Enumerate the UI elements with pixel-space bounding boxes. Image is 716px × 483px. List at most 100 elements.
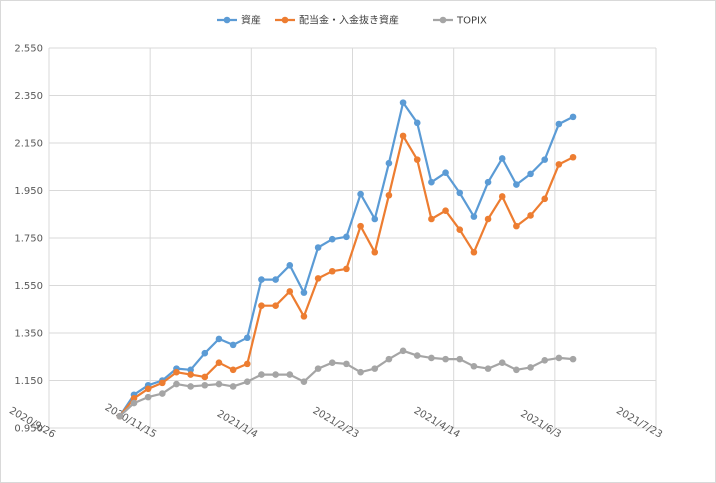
data-point xyxy=(470,248,478,256)
legend-marker xyxy=(223,16,231,24)
legend-label: TOPIX xyxy=(456,16,487,27)
data-point xyxy=(569,113,577,121)
y-tick-label: 1.150 xyxy=(14,376,43,387)
data-point xyxy=(258,371,265,378)
data-point xyxy=(484,178,492,186)
data-point xyxy=(470,213,478,220)
data-point xyxy=(399,347,407,355)
y-tick-label: 2.550 xyxy=(14,44,43,55)
data-point xyxy=(371,215,379,223)
data-point xyxy=(272,276,279,283)
data-point xyxy=(328,235,336,243)
gridlines xyxy=(48,47,657,429)
axis-labels: 2.550 2.350 2.150 1.950 1.750 1.550 1.350 1.150… xyxy=(7,44,664,441)
data-point xyxy=(413,156,421,163)
data-point xyxy=(343,265,350,273)
data-point xyxy=(159,379,166,387)
data-point xyxy=(428,178,435,186)
data-point xyxy=(215,380,223,388)
data-point xyxy=(484,365,492,372)
data-point xyxy=(527,170,534,178)
data-point xyxy=(130,399,138,407)
y-tick-label: 1.350 xyxy=(14,329,43,340)
x-tick-label: 2021/1/4 xyxy=(215,409,259,441)
data-point xyxy=(513,222,520,230)
data-point xyxy=(314,275,322,282)
legend-item-1: 資産 xyxy=(217,14,261,27)
data-point xyxy=(328,359,336,366)
data-point xyxy=(385,191,393,199)
data-point xyxy=(513,181,520,188)
data-point xyxy=(215,335,223,343)
data-point xyxy=(527,364,534,371)
data-point xyxy=(399,132,407,140)
data-point xyxy=(300,289,308,296)
data-point xyxy=(201,349,209,357)
data-point xyxy=(470,362,478,370)
data-point xyxy=(300,378,308,385)
data-point xyxy=(229,341,237,349)
data-point xyxy=(442,169,449,176)
data-point xyxy=(498,193,506,200)
data-point xyxy=(328,267,336,275)
data-point xyxy=(413,119,421,127)
series-layer xyxy=(116,99,577,420)
data-point xyxy=(456,355,464,363)
data-point xyxy=(187,371,194,378)
x-tick-label: 2021/2/23 xyxy=(311,405,361,440)
data-point xyxy=(286,262,294,269)
data-point xyxy=(357,190,364,198)
legend-label: 配当金・入金抜き資産 xyxy=(299,14,399,27)
legend-marker xyxy=(439,16,447,24)
data-point xyxy=(527,212,534,219)
data-point xyxy=(569,153,577,161)
x-tick-label: 2021/6/3 xyxy=(518,409,562,441)
y-tick-label: 0.950 xyxy=(14,424,43,435)
data-point xyxy=(541,195,549,203)
data-point xyxy=(173,368,180,376)
data-point xyxy=(314,244,322,251)
legend-marker xyxy=(281,16,289,24)
data-point xyxy=(144,393,152,401)
data-point xyxy=(555,354,563,362)
data-point xyxy=(343,233,350,241)
data-point xyxy=(371,248,379,256)
data-point xyxy=(229,366,237,374)
data-point xyxy=(456,226,464,233)
data-point xyxy=(399,99,407,106)
legend-item-3: TOPIX xyxy=(433,16,487,27)
legend-item-2: 配当金・入金抜き資産 xyxy=(275,14,399,27)
data-point xyxy=(116,412,124,420)
data-point xyxy=(442,355,449,363)
data-point xyxy=(555,120,563,128)
data-point xyxy=(442,207,449,214)
data-point xyxy=(513,366,520,374)
data-point xyxy=(243,334,251,342)
y-tick-label: 1.750 xyxy=(14,234,43,245)
data-point xyxy=(144,385,152,393)
data-point xyxy=(413,352,421,359)
data-point xyxy=(286,288,294,295)
data-point xyxy=(357,368,364,376)
data-point xyxy=(258,276,265,283)
data-point xyxy=(243,360,251,368)
data-point xyxy=(201,381,209,389)
data-point xyxy=(201,373,209,381)
data-point xyxy=(343,360,350,368)
data-point xyxy=(385,355,393,363)
series-3 xyxy=(116,347,577,420)
data-point xyxy=(541,156,549,163)
data-point xyxy=(187,366,194,374)
data-point xyxy=(314,365,322,372)
data-point xyxy=(229,383,237,390)
data-point xyxy=(371,365,379,372)
data-point xyxy=(541,357,549,364)
data-point xyxy=(215,359,223,366)
data-point xyxy=(258,302,265,309)
data-point xyxy=(286,371,294,378)
data-point xyxy=(300,313,308,320)
legend: 資産 配当金・入金抜き資産 TOPIX xyxy=(217,14,487,27)
y-tick-label: 2.350 xyxy=(14,91,43,102)
